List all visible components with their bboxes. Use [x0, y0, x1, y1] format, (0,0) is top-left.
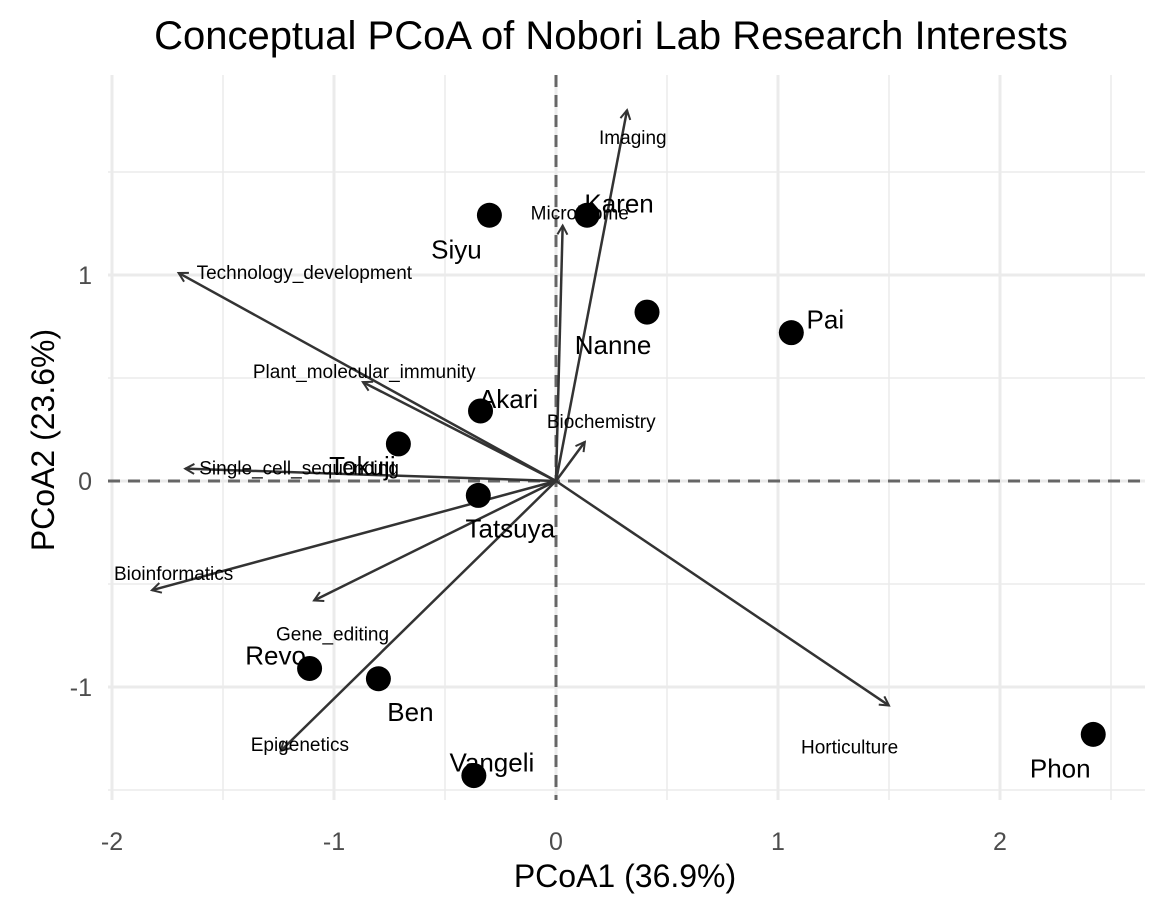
- x-tick-label: -1: [323, 828, 345, 856]
- point-label: Tatsuya: [465, 513, 555, 543]
- point-label: Tokuji: [329, 451, 395, 481]
- x-tick-label: 1: [771, 828, 785, 856]
- point-label: Siyu: [431, 234, 482, 264]
- y-tick-label: -1: [70, 674, 92, 702]
- data-point: [476, 202, 502, 228]
- data-point: [1080, 721, 1106, 747]
- data-point: [778, 320, 804, 346]
- point-label: Karen: [584, 188, 653, 218]
- data-point: [297, 655, 323, 681]
- vector-arrow: [554, 226, 563, 482]
- data-point: [385, 431, 411, 457]
- data-point: [574, 202, 600, 228]
- vector-label: Bioinformatics: [114, 564, 233, 585]
- vector-label: Biochemistry: [547, 412, 656, 433]
- point-label: Phon: [1030, 753, 1091, 783]
- x-tick-label: -2: [101, 828, 123, 856]
- point-label: Akari: [479, 384, 538, 414]
- y-tick-label: 1: [78, 262, 92, 290]
- vector-label: Plant_molecular_immunity: [253, 362, 476, 383]
- vector-label: Epigenetics: [251, 735, 349, 756]
- vector-label: Horticulture: [801, 738, 898, 759]
- vector-arrow: [281, 480, 557, 751]
- point-label: Vangeli: [449, 748, 534, 778]
- x-axis-label: PCoA1 (36.9%): [513, 858, 737, 894]
- data-point: [365, 666, 391, 692]
- data-point: [468, 398, 494, 424]
- x-tick-label: 2: [993, 828, 1007, 856]
- vector-arrow: [179, 271, 557, 483]
- data-point: [634, 299, 660, 325]
- vector-arrow: [314, 479, 557, 600]
- data-point: [461, 763, 487, 789]
- vector-arrow: [363, 382, 557, 483]
- reference-lines: [108, 75, 1145, 800]
- chart-title: Conceptual PCoA of Nobori Lab Research I…: [154, 14, 1068, 58]
- y-tick-label: 0: [78, 468, 92, 496]
- point-labels: Siyu Karen Nanne Pai Akari Tokuji Tatsuya Revo B…: [245, 188, 1090, 783]
- point-label: Nanne: [575, 330, 652, 360]
- point-label: Revo: [245, 640, 306, 670]
- data-point: [465, 482, 491, 508]
- tick-labels: -2 -1 0 1 2 -1 0 1: [70, 262, 1007, 856]
- vector-arrow: [185, 469, 557, 483]
- vector-arrow: [554, 442, 585, 482]
- vector-arrow: [555, 479, 889, 706]
- grid: [108, 75, 1145, 800]
- vector-label: Technology_development: [197, 263, 413, 284]
- vector-label: Single_cell_sequencing: [199, 459, 399, 480]
- x-tick-label: 0: [549, 828, 563, 856]
- vector-arrow: [554, 110, 627, 482]
- point-label: Pai: [807, 305, 845, 335]
- vectors: ImagingMicrobiomeTechnology_developmentP…: [114, 110, 898, 759]
- vector-label: Imaging: [599, 128, 667, 149]
- point-label: Ben: [387, 697, 433, 727]
- vector-label: Gene_editing: [276, 624, 389, 645]
- y-axis-label: PCoA2 (23.6%): [25, 328, 61, 552]
- points: [297, 202, 1106, 789]
